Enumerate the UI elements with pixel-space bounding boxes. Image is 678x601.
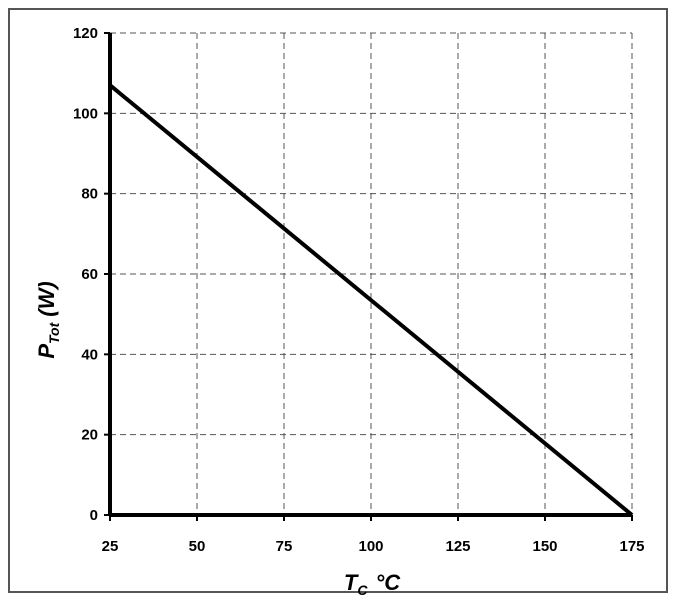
tick-labels: 0 20 40 60 80 100 120 25 50 75 100 125 150 175 bbox=[73, 25, 645, 555]
y-tick-label-60: 60 bbox=[81, 266, 98, 283]
y-tick-label-40: 40 bbox=[81, 346, 98, 363]
x-axis-title: TC °C bbox=[344, 570, 401, 598]
y-tick-label-80: 80 bbox=[81, 186, 98, 203]
x-tick-label-125: 125 bbox=[445, 538, 470, 555]
y-tick-label-120: 120 bbox=[73, 25, 98, 42]
x-tick-label-75: 75 bbox=[276, 538, 293, 555]
y-tick-label-20: 20 bbox=[81, 427, 98, 444]
series-line-0 bbox=[108, 83, 634, 517]
series bbox=[108, 83, 634, 517]
x-tick-label-50: 50 bbox=[189, 538, 206, 555]
x-tick-label-100: 100 bbox=[358, 538, 383, 555]
chart-frame bbox=[8, 8, 668, 593]
x-tick-label-175: 175 bbox=[619, 538, 644, 555]
x-tick-label-150: 150 bbox=[532, 538, 557, 555]
y-tick-label-100: 100 bbox=[73, 105, 98, 122]
grid bbox=[110, 32, 633, 515]
y-tick-label-0: 0 bbox=[90, 507, 98, 524]
x-tick-label-25: 25 bbox=[102, 538, 119, 555]
y-axis-title: PTot(W) bbox=[34, 281, 62, 358]
